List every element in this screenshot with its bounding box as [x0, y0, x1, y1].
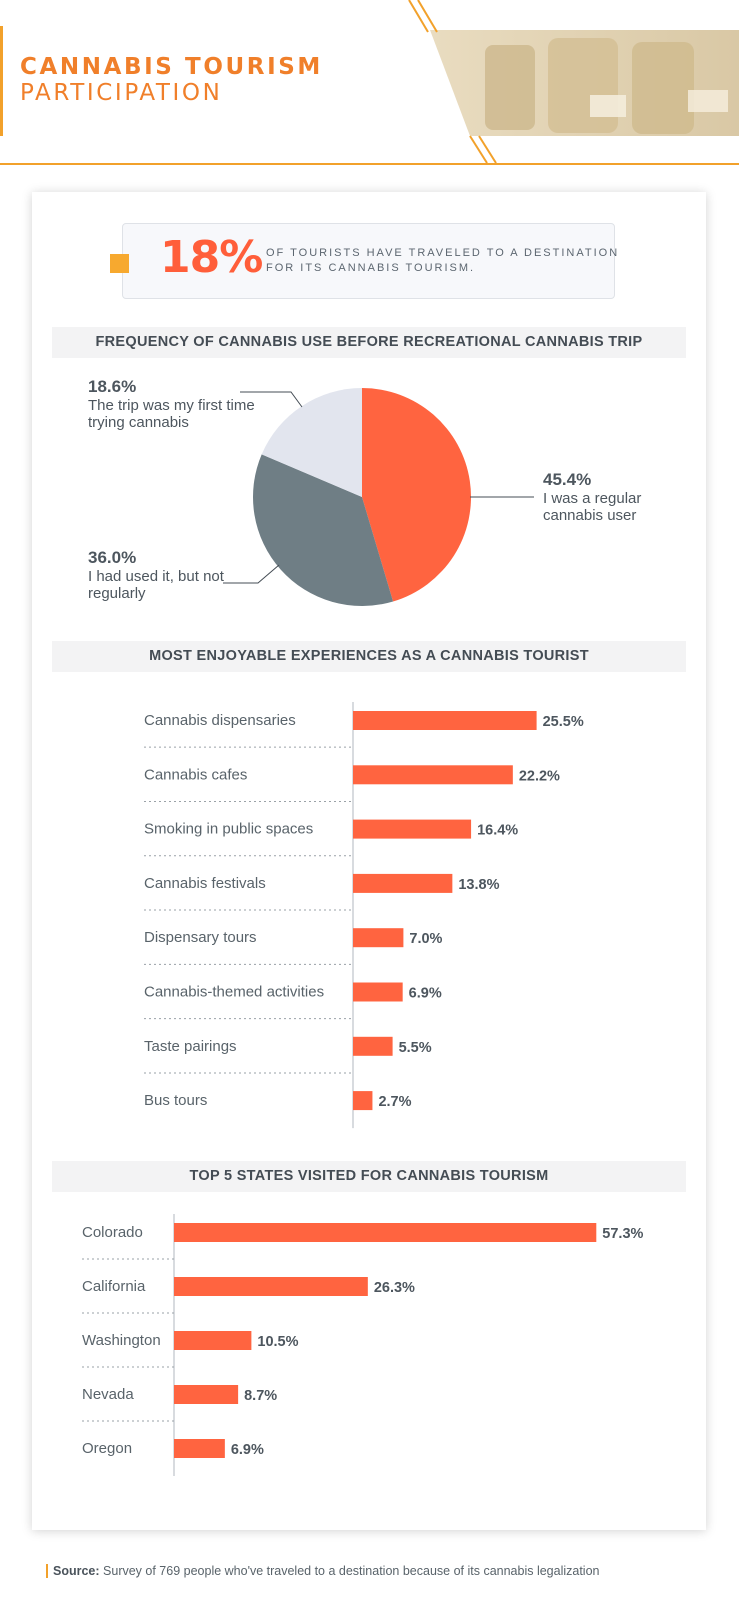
pie-category-label: The trip was my first time trying cannab… [88, 397, 255, 431]
pie-slice [261, 388, 362, 497]
source-text: Survey of 769 people who've traveled to … [103, 1564, 600, 1578]
jar-label [688, 90, 728, 112]
pie-slice [362, 388, 472, 602]
pie-value-label: 45.4% [543, 470, 592, 489]
page-subtitle: PARTICIPATION [20, 80, 223, 106]
header: CANNABIS TOURISM PARTICIPATION [0, 0, 739, 165]
bar-category-label: Smoking in public spaces [144, 821, 313, 838]
pie-leader-line [223, 564, 280, 584]
bar-category-label: Dispensary tours [144, 929, 257, 946]
bar-value-label: 22.2% [519, 768, 560, 784]
slash-line [478, 135, 497, 164]
header-photo-banner [408, 0, 739, 164]
bar-value-label: 57.3% [602, 1226, 643, 1242]
bar-value-label: 6.9% [409, 986, 442, 1002]
bar-value-label: 6.9% [231, 1442, 264, 1458]
bar [353, 873, 453, 893]
bar [353, 819, 472, 839]
header-divider [0, 163, 739, 165]
pie-label-not-regularly: 36.0% I had used it, but not regularly [88, 549, 228, 602]
jar-shape [485, 45, 535, 130]
bar-value-label: 2.7% [378, 1094, 411, 1110]
slash-line [469, 135, 488, 164]
bar-category-label: Cannabis dispensaries [144, 712, 296, 729]
pie-label-first-time: 18.6% The trip was my first time trying … [88, 378, 258, 431]
header-accent-bar [0, 26, 3, 136]
bar [353, 711, 537, 730]
source-note: Source: Survey of 769 people who've trav… [46, 1564, 600, 1578]
infographic-card: 18% OF TOURISTS HAVE TRAVELED TO A DESTI… [32, 192, 706, 1530]
jar-shape [632, 42, 694, 134]
bar [353, 1036, 393, 1056]
source-label: Source: [53, 1564, 100, 1578]
pie-leader-line [240, 391, 303, 408]
jar-shape [548, 38, 618, 133]
bar [353, 765, 513, 785]
bar-category-label: Nevada [82, 1386, 134, 1403]
pie-chart-title: FREQUENCY OF CANNABIS USE BEFORE RECREAT… [52, 327, 686, 358]
pie-chart [223, 388, 534, 606]
bar-value-label: 16.4% [477, 823, 518, 839]
pie-label-regular: 45.4% I was a regular cannabis user [543, 471, 673, 524]
bar [353, 982, 403, 1002]
experiences-bar-chart: Cannabis dispensaries 25.5% Cannabis cafes… [144, 702, 584, 1129]
highlight-value: 18% [160, 232, 263, 283]
bar [174, 1223, 597, 1242]
experiences-chart-title: MOST ENJOYABLE EXPERIENCES AS A CANNABIS… [52, 641, 686, 672]
states-bar-chart: Colorado 57.3% California 26.3% Washington 10… [82, 1214, 644, 1476]
bar-value-label: 25.5% [543, 714, 584, 730]
bar [353, 1091, 373, 1111]
pie-category-label: I had used it, but not regularly [88, 568, 224, 602]
page-title: CANNABIS TOURISM [20, 54, 323, 80]
bar-value-label: 10.5% [257, 1334, 298, 1350]
bar-category-label: Cannabis festivals [144, 875, 266, 892]
bar-category-label: California [82, 1278, 146, 1295]
bar-category-label: Taste pairings [144, 1038, 237, 1055]
jar-label [590, 95, 626, 117]
bar-value-label: 5.5% [399, 1040, 432, 1056]
pie-category-label: I was a regular cannabis user [543, 490, 642, 524]
highlight-text: OF TOURISTS HAVE TRAVELED TO A DESTINATI… [266, 247, 620, 274]
bar [174, 1439, 225, 1458]
slash-line [417, 0, 438, 33]
bar [174, 1277, 368, 1296]
highlight-stat-box [122, 223, 615, 299]
pie-value-label: 36.0% [88, 548, 137, 567]
pie-value-label: 18.6% [88, 377, 137, 396]
bar-value-label: 7.0% [409, 931, 442, 947]
highlight-bullet [110, 254, 129, 273]
bar-value-label: 13.8% [458, 877, 499, 893]
bar-category-label: Bus tours [144, 1092, 207, 1109]
pie-slice [253, 454, 394, 606]
bar-category-label: Cannabis cafes [144, 766, 247, 783]
bar-category-label: Colorado [82, 1224, 143, 1241]
slash-line [408, 0, 429, 33]
bar-category-label: Oregon [82, 1440, 132, 1457]
bar [174, 1385, 239, 1404]
bar-category-label: Washington [82, 1332, 161, 1349]
bar [174, 1331, 252, 1350]
bar-value-label: 26.3% [374, 1280, 415, 1296]
bar-value-label: 8.7% [244, 1388, 277, 1404]
states-chart-title: TOP 5 STATES VISITED FOR CANNABIS TOURIS… [52, 1161, 686, 1192]
bar-category-label: Cannabis-themed activities [144, 984, 324, 1001]
bar [353, 928, 404, 948]
